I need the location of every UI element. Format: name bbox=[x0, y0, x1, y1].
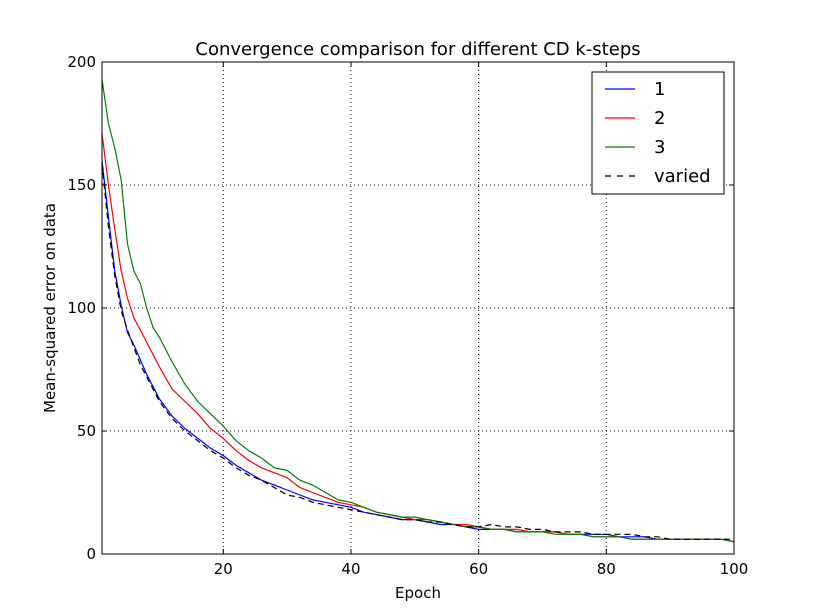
grid bbox=[102, 62, 734, 554]
x-tick-label: 40 bbox=[341, 560, 360, 578]
ticks: 20 40 60 80 100 0 50 100 150 200 bbox=[67, 53, 748, 578]
legend-label-1: 1 bbox=[654, 79, 665, 100]
legend-label-2: 2 bbox=[654, 108, 665, 129]
y-tick-label: 200 bbox=[67, 53, 96, 71]
y-axis-label: Mean-squared error on data bbox=[41, 203, 59, 413]
x-tick-label: 20 bbox=[214, 560, 233, 578]
legend: 1 2 3 varied bbox=[591, 71, 725, 195]
legend-label-3: 3 bbox=[654, 137, 665, 158]
y-tick-label: 50 bbox=[77, 422, 96, 440]
series-line-varied bbox=[101, 162, 734, 540]
chart-title: Convergence comparison for different CD … bbox=[195, 39, 640, 60]
y-tick-label: 150 bbox=[67, 176, 96, 194]
x-tick-label: 60 bbox=[469, 560, 488, 578]
y-tick-label: 100 bbox=[67, 299, 96, 317]
series-line-3 bbox=[101, 79, 735, 543]
legend-box bbox=[591, 71, 725, 195]
legend-label-varied: varied bbox=[654, 166, 711, 187]
y-tick-label: 0 bbox=[86, 545, 96, 563]
x-tick-label: 100 bbox=[720, 560, 749, 578]
x-axis-label: Epoch bbox=[395, 584, 441, 602]
x-tick-label: 80 bbox=[597, 560, 616, 578]
series-layer bbox=[101, 79, 735, 543]
